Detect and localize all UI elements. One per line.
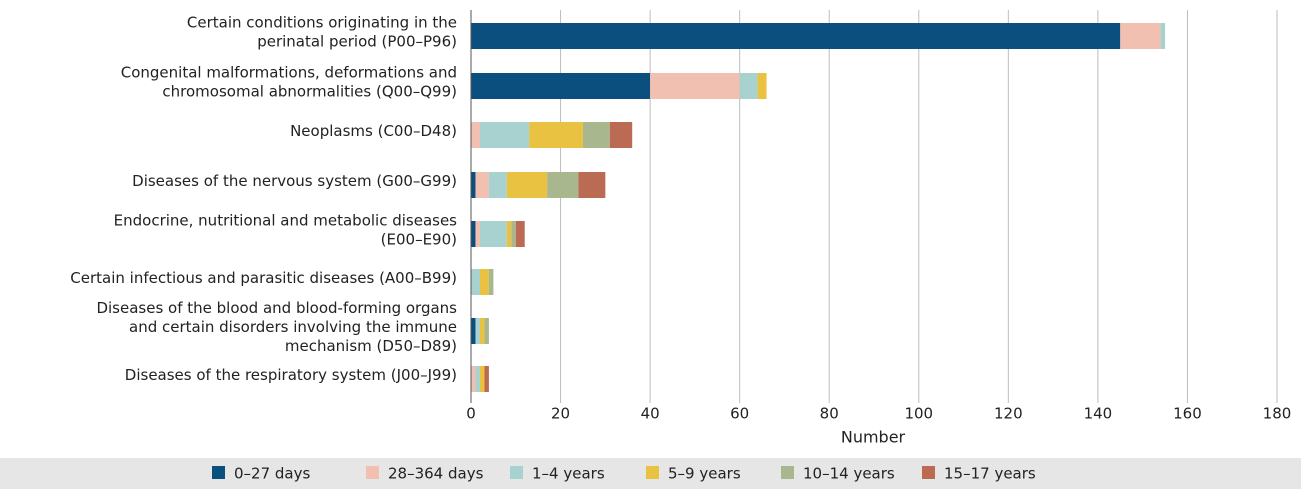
bar-segment bbox=[471, 73, 651, 99]
x-tick-label: 20 bbox=[551, 405, 570, 423]
legend-label: 1–4 years bbox=[532, 465, 605, 483]
y-tick-label: Diseases of the blood and blood-forming … bbox=[96, 299, 457, 355]
x-axis-title: Number bbox=[841, 428, 906, 447]
y-tick-label: Neoplasms (C00–D48) bbox=[290, 122, 457, 140]
x-tick-label: 0 bbox=[466, 405, 476, 423]
x-tick-label: 160 bbox=[1173, 405, 1202, 423]
x-tick-label: 80 bbox=[820, 405, 839, 423]
y-tick-label: Diseases of the respiratory system (J00–… bbox=[125, 366, 457, 384]
bar-segment bbox=[471, 366, 476, 392]
legend-swatch bbox=[510, 466, 523, 479]
bar-segment bbox=[529, 122, 583, 148]
legend-label: 28–364 days bbox=[388, 465, 484, 483]
bar-segment bbox=[506, 172, 548, 198]
y-tick-label: Endocrine, nutritional and metabolic dis… bbox=[114, 211, 458, 248]
legend-swatch bbox=[922, 466, 935, 479]
legend-label: 15–17 years bbox=[944, 465, 1036, 483]
bar-segment bbox=[479, 269, 489, 295]
legend-swatch bbox=[212, 466, 225, 479]
bar-segment bbox=[578, 172, 606, 198]
legend-swatch bbox=[366, 466, 379, 479]
bar-segment bbox=[475, 366, 480, 392]
bar-segment bbox=[471, 221, 476, 247]
bar-segment bbox=[1120, 23, 1161, 49]
bar-segment bbox=[650, 73, 740, 99]
bar-segment bbox=[475, 172, 489, 198]
x-tick-label: 40 bbox=[641, 405, 660, 423]
bar-segment bbox=[471, 122, 480, 148]
bar-segment bbox=[488, 172, 507, 198]
bar-segment bbox=[471, 23, 1121, 49]
bar-segment bbox=[547, 172, 579, 198]
legend-label: 5–9 years bbox=[668, 465, 741, 483]
x-tick-label: 140 bbox=[1084, 405, 1113, 423]
y-tick-label: Diseases of the nervous system (G00–G99) bbox=[132, 172, 457, 190]
bar-segment bbox=[488, 269, 494, 295]
y-tick-label: Congenital malformations, deformations a… bbox=[121, 63, 457, 100]
bar-segment bbox=[609, 122, 633, 148]
legend-label: 0–27 days bbox=[234, 465, 310, 483]
bar-segment bbox=[484, 318, 489, 344]
bar-segment bbox=[479, 318, 485, 344]
bar-segment bbox=[479, 221, 507, 247]
bar-segment bbox=[757, 73, 767, 99]
legend-label: 10–14 years bbox=[803, 465, 895, 483]
bar-segment bbox=[471, 269, 480, 295]
bar-segment bbox=[1160, 23, 1166, 49]
bar-segment bbox=[471, 172, 476, 198]
bar-segment bbox=[479, 122, 530, 148]
y-tick-label: Certain infectious and parasitic disease… bbox=[70, 269, 457, 287]
bar-segment bbox=[484, 366, 489, 392]
x-tick-label: 120 bbox=[994, 405, 1023, 423]
bar-segment bbox=[582, 122, 610, 148]
bar-segment bbox=[506, 221, 512, 247]
legend-swatch bbox=[646, 466, 659, 479]
x-tick-label: 180 bbox=[1263, 405, 1292, 423]
bar-segment bbox=[475, 318, 480, 344]
bar-segment bbox=[739, 73, 758, 99]
bar-segment bbox=[479, 366, 485, 392]
y-tick-label: Certain conditions originating in the per… bbox=[187, 13, 457, 50]
bar-segment bbox=[475, 221, 480, 247]
bar-segment bbox=[511, 221, 516, 247]
bar-segment bbox=[471, 318, 476, 344]
x-tick-label: 60 bbox=[730, 405, 749, 423]
bar-segment bbox=[515, 221, 525, 247]
x-tick-label: 100 bbox=[904, 405, 933, 423]
legend-swatch bbox=[781, 466, 794, 479]
